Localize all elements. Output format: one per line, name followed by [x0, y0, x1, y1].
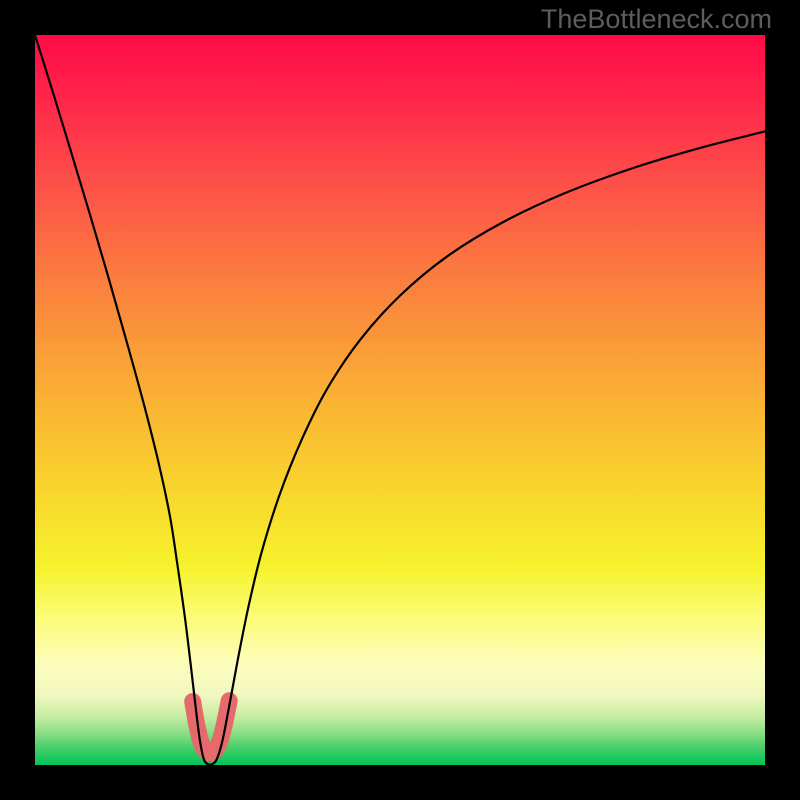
bottleneck-curve-right: [210, 131, 765, 765]
chart-container: TheBottleneck.com: [0, 0, 800, 800]
bottleneck-curve-left: [35, 35, 210, 765]
watermark-text: TheBottleneck.com: [541, 4, 772, 35]
plot-area: [35, 35, 765, 765]
curve-svg: [35, 35, 765, 765]
